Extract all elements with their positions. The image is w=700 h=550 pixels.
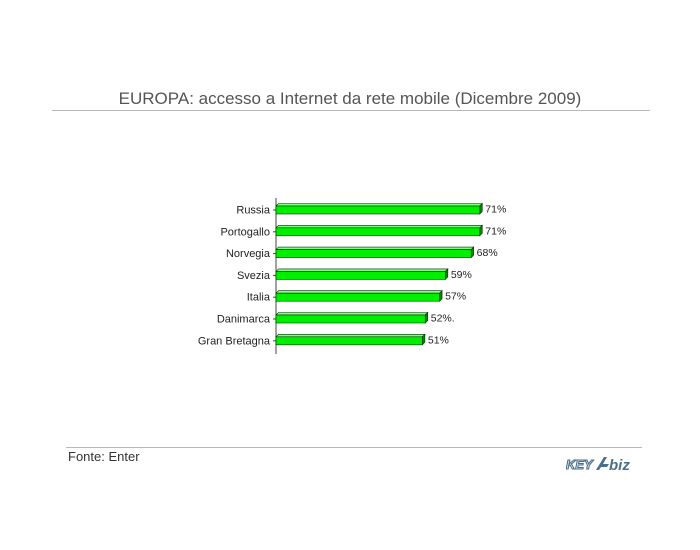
bar-danimarca [275, 314, 426, 324]
footer-divider [66, 447, 642, 448]
svg-text:KEY: KEY [566, 457, 594, 472]
bar-top-italia [275, 290, 443, 294]
data-label-gran-bretagna: 51% [428, 334, 449, 346]
bar-top-russia [275, 203, 483, 207]
bar-top-gran-bretagna [275, 333, 426, 338]
svg-text:biz: biz [609, 457, 630, 474]
data-label-russia: 71% [485, 204, 506, 216]
data-label-danimarca: 52%. [431, 313, 455, 325]
bar-portogallo [275, 227, 481, 237]
bar-top-portogallo [275, 225, 483, 229]
bar-top-danimarca [275, 312, 429, 316]
bar-gran-bretagna [275, 336, 423, 346]
data-label-portogallo: 71% [485, 225, 506, 237]
category-label-russia: Russia [236, 205, 271, 217]
title-divider [52, 110, 650, 111]
data-label-norvegia: 68% [477, 247, 498, 259]
chart-title: EUROPA: accesso a Internet da rete mobil… [118, 89, 582, 108]
category-label-portogallo: Portogallo [220, 226, 270, 238]
key4biz-logo: KEY biz [566, 456, 630, 474]
category-label-svezia: Svezia [237, 270, 271, 282]
bar-norvegia [275, 249, 472, 258]
source-note: Fonte: Enter [68, 449, 140, 464]
bar-italia [275, 292, 440, 302]
category-label-norvegia: Norvegia [226, 248, 271, 260]
bar-top-norvegia [275, 246, 475, 250]
category-label-gran-bretagna: Gran Bretagna [198, 335, 271, 347]
data-label-italia: 57% [445, 291, 466, 303]
bar-russia [275, 205, 481, 215]
data-label-svezia: 59% [451, 269, 472, 281]
category-label-danimarca: Danimarca [217, 314, 271, 326]
bar-top-svezia [275, 268, 449, 272]
category-label-italia: Italia [247, 292, 271, 304]
bar-svezia [275, 271, 446, 280]
